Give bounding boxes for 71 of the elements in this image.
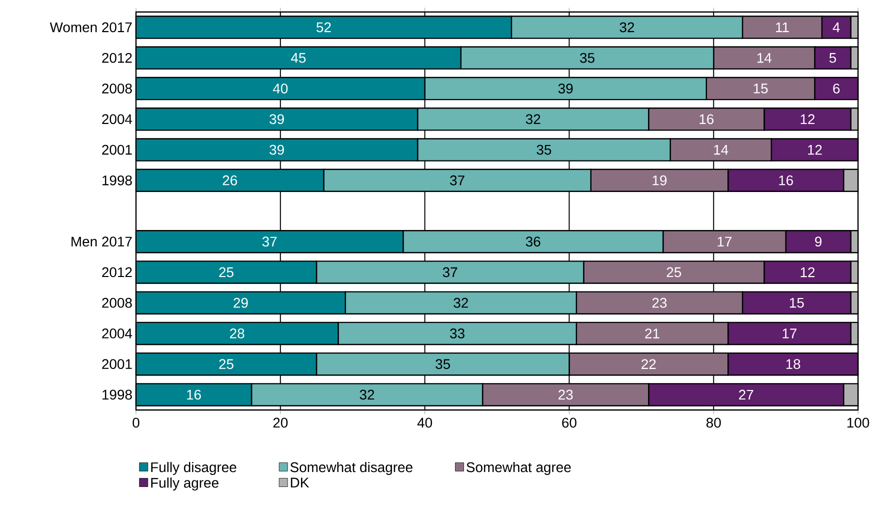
- y-tick-label: Men 2017: [72, 236, 132, 247]
- x-tick-label: 60: [562, 418, 576, 428]
- data-label: 39: [270, 144, 284, 155]
- data-label: 16: [779, 175, 793, 186]
- x-tick-label: 100: [847, 418, 870, 428]
- x-tick-label: 40: [417, 418, 432, 428]
- data-label: 39: [558, 84, 573, 94]
- data-label: 23: [558, 390, 573, 400]
- x-tick-label: 80: [706, 418, 721, 428]
- legend-label: Fully agree: [151, 478, 218, 491]
- x-tick-label: 0: [132, 418, 140, 428]
- y-tick-label: 2012: [102, 267, 132, 278]
- data-label: 52: [316, 22, 331, 32]
- y-tick-label: 2001: [102, 359, 132, 370]
- data-label: 21: [645, 328, 660, 338]
- data-label: 18: [786, 359, 800, 370]
- data-label: 35: [536, 144, 552, 155]
- data-label: 37: [262, 236, 277, 247]
- data-label: 36: [526, 236, 540, 247]
- data-label: 32: [360, 390, 374, 400]
- x-tick-label: 20: [273, 418, 288, 428]
- data-label: 17: [718, 236, 732, 246]
- data-label: 37: [442, 267, 458, 278]
- data-label: 32: [620, 22, 634, 32]
- data-label: 25: [219, 267, 234, 278]
- y-tick-label: 1998: [102, 390, 132, 400]
- data-label: 32: [526, 114, 540, 124]
- y-tick-label: 2004: [102, 114, 132, 124]
- data-label: 14: [714, 144, 728, 155]
- data-label: 15: [754, 84, 768, 94]
- data-label: 15: [790, 298, 804, 308]
- y-tick-label: 1998: [102, 175, 132, 186]
- data-label: 16: [187, 390, 201, 400]
- data-label: 37: [450, 175, 464, 186]
- data-label: 9: [815, 236, 822, 247]
- data-label: 12: [808, 144, 822, 155]
- data-label: 19: [652, 175, 667, 186]
- data-label: 25: [219, 359, 234, 370]
- data-label: 23: [652, 298, 667, 308]
- data-label: 39: [270, 114, 284, 124]
- y-tick-label: 2008: [102, 298, 132, 308]
- data-label: 35: [580, 52, 594, 63]
- data-label: 27: [739, 390, 754, 400]
- data-label: 25: [666, 267, 682, 278]
- data-label: 28: [230, 328, 244, 338]
- legend-label: Fully disagree: [151, 462, 236, 475]
- data-label: 22: [642, 359, 656, 369]
- data-label: 35: [436, 359, 450, 370]
- data-label: 16: [700, 114, 714, 124]
- data-label: 17: [782, 328, 796, 338]
- y-tick-label: 2004: [102, 328, 132, 338]
- data-label: 45: [291, 53, 306, 63]
- data-label: 12: [800, 114, 815, 124]
- y-tick-label: 2012: [102, 52, 132, 63]
- data-label: 4: [832, 22, 840, 32]
- data-label: 6: [833, 84, 840, 94]
- legend-label: Somewhat disagree: [290, 462, 412, 475]
- legend-label: Somewhat agree: [466, 462, 571, 475]
- data-label: 33: [450, 328, 464, 338]
- data-label: 12: [800, 267, 815, 278]
- data-label: 29: [234, 298, 248, 308]
- y-tick-label: 2008: [102, 84, 132, 94]
- y-tick-label: Women 2017: [50, 22, 132, 32]
- data-label: 14: [757, 53, 772, 63]
- data-label: 5: [829, 53, 836, 63]
- data-label: 11: [776, 22, 789, 32]
- legend-label: DK: [290, 478, 310, 488]
- y-tick-label: 2001: [102, 144, 132, 155]
- data-label: 40: [272, 84, 288, 94]
- data-label: 32: [454, 298, 468, 308]
- data-label: 26: [222, 175, 237, 186]
